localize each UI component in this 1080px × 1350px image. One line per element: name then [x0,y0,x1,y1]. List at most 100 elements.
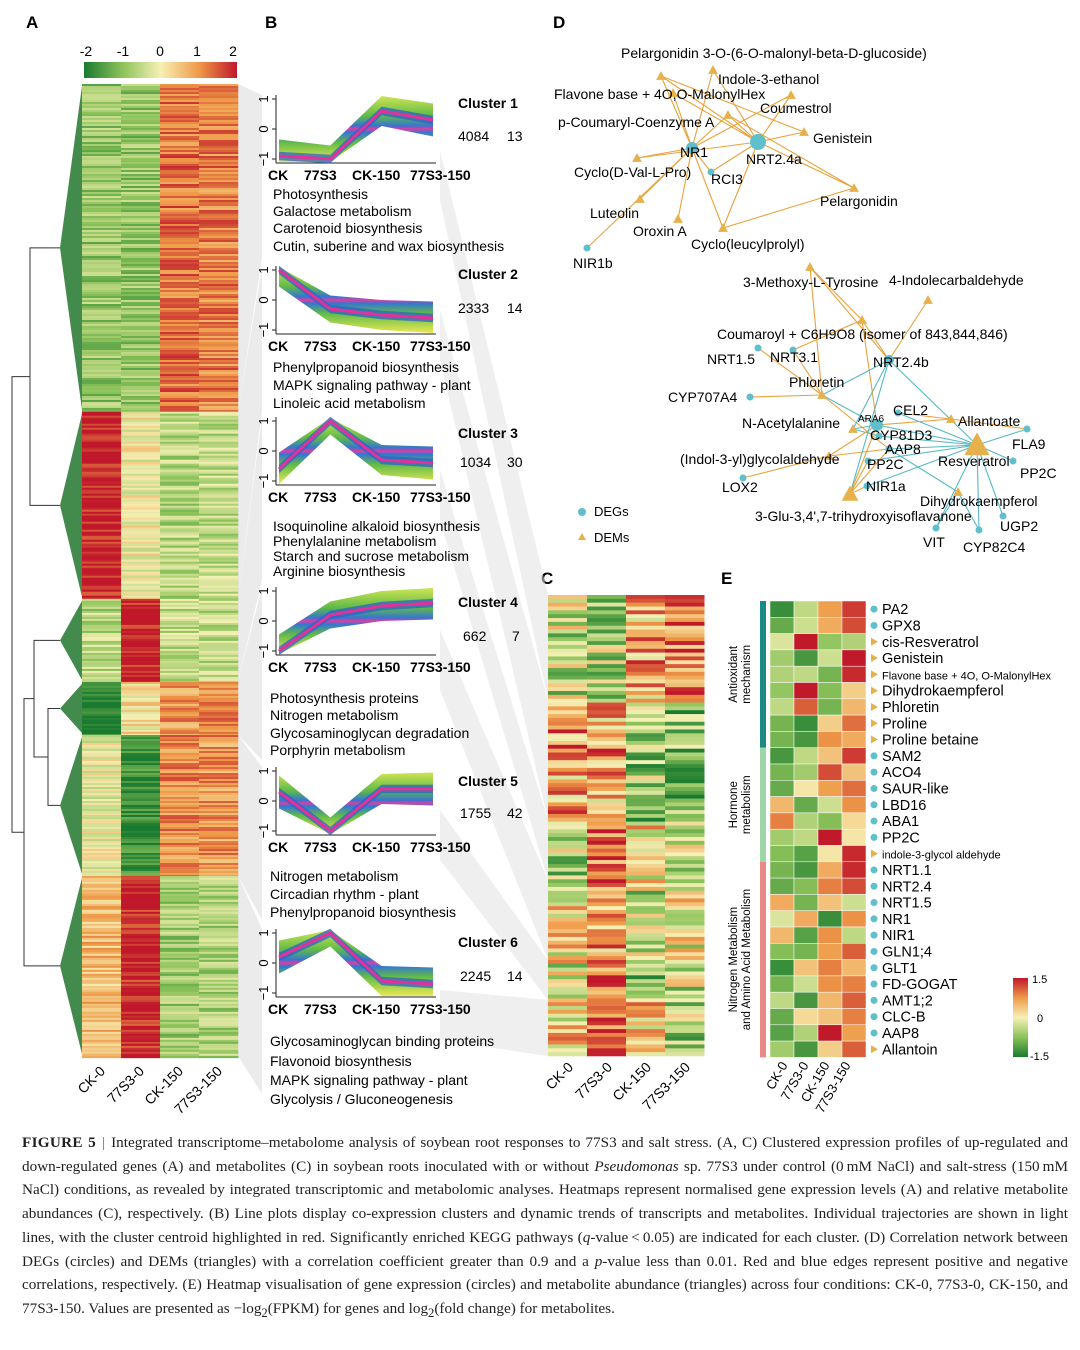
dem-node-marker [923,295,933,304]
row-label: NRT1.1 [882,863,932,879]
heat-cell [199,447,239,451]
heat-cell [82,421,122,425]
heat-cell [199,1023,239,1027]
deg-node-marker [789,346,797,354]
heat-cell [160,983,200,987]
heat-cell [121,775,161,778]
heat-cell [199,435,239,439]
heat-cell [121,304,161,307]
heat-cell [817,665,843,683]
heat-cell [121,616,161,620]
heat-cell [82,264,122,267]
heat-cell [587,694,627,700]
heat-cell [548,706,588,711]
heat-cell [82,224,122,227]
heat-cell [121,991,161,995]
heat-cell [160,553,200,557]
heat-cell [769,617,795,634]
heat-cell [626,752,666,757]
heat-cell [199,1043,239,1047]
panel-label-a: A [26,13,38,32]
heat-cell [199,118,239,121]
heat-cell [121,124,161,127]
heat-cell [121,943,161,947]
dem-node-marker [723,110,733,119]
heat-cell [121,577,161,581]
y-tick-label: 0 [256,447,271,454]
network-node-label: NIR1b [573,255,613,271]
row-label-group: SAUR-like [870,781,949,797]
heat-cell [793,926,819,944]
cluster-count: 1755 [460,805,491,821]
panel-a-dendrogram [11,86,82,1054]
heat-cell [160,250,200,253]
heat-cell [199,634,239,638]
heat-cell [199,376,239,379]
heat-cell [626,652,666,657]
heat-cell [121,1001,161,1005]
heat-cell [121,334,161,337]
cluster-n: 30 [507,454,523,470]
heat-cell [160,931,200,935]
heat-cell [199,334,239,337]
heat-cell [199,743,239,746]
heat-cell [121,813,161,816]
heat-cell [160,943,200,947]
row-label: cis-Resveratrol [882,635,979,651]
heat-cell [587,983,627,988]
heat-cell [548,879,588,884]
heat-cell [121,905,161,909]
heat-cell [121,443,161,447]
heat-cell [626,706,666,711]
heat-cell [121,937,161,941]
heat-cell [587,606,627,611]
deg-marker [870,605,878,613]
pathway: MAPK signaling pathway - plant [270,1072,468,1088]
heat-cell [199,895,239,899]
heat-cell [199,715,239,719]
heat-cell [626,794,666,799]
heat-cell [82,286,122,289]
heat-cell [665,940,705,945]
heat-cell [160,973,200,977]
heat-cell [82,336,122,339]
heat-cell [160,513,200,517]
network-node-label: NRT2.4a [746,151,802,167]
heat-cell [121,156,161,159]
dendrogram-leaf [60,86,82,410]
heat-cell [121,1007,161,1011]
heat-cell [121,260,161,263]
heat-cell [121,148,161,151]
heat-cell [82,459,122,463]
heat-cell [626,1006,666,1011]
heat-cell [199,553,239,557]
heat-cell [199,413,239,417]
heat-cell [548,913,588,918]
heat-cell [160,212,200,215]
heat-cell [199,523,239,527]
y-tick-label: 0 [256,797,271,804]
heat-cell [626,798,666,803]
heat-cell [769,845,795,863]
heat-cell [160,451,200,455]
heat-cell [160,847,200,850]
heat-cell [665,664,705,669]
heat-cell [587,998,627,1003]
heat-cell [82,364,122,367]
heat-cell [82,114,122,117]
heat-cell [199,646,239,650]
heat-cell [160,158,200,161]
heat-cell [121,646,161,650]
heat-cell [160,230,200,233]
heat-cell [121,104,161,107]
heat-cell [121,711,161,715]
panel-a-gene-heatmap: -2 -1 0 1 2 CK-0 77S3-0 CK-150 77S3-150 [11,43,239,1117]
heat-cell [160,425,200,429]
heat-cell [199,757,239,760]
connector-band [238,266,262,599]
heat-cell [548,1048,588,1053]
heat-cell [121,132,161,135]
heat-cell [82,88,122,91]
heat-cell [199,533,239,537]
heat-cell [121,417,161,421]
